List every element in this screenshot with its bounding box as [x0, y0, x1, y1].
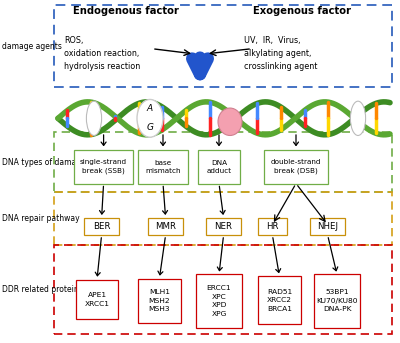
Text: DNA repair pathway: DNA repair pathway	[2, 214, 80, 223]
Text: BER: BER	[93, 222, 110, 231]
Text: NER: NER	[215, 222, 233, 231]
Bar	[258, 218, 287, 235]
Text: DDR related proteins: DDR related proteins	[2, 285, 83, 294]
Bar	[54, 245, 392, 334]
Ellipse shape	[86, 101, 102, 135]
Text: ROS,
oxidation reaction,
hydrolysis reaction: ROS, oxidation reaction, hydrolysis reac…	[64, 36, 140, 71]
Text: NHEJ: NHEJ	[317, 222, 338, 231]
Bar	[138, 150, 188, 184]
Text: MLH1
MSH2
MSH3: MLH1 MSH2 MSH3	[148, 289, 170, 312]
Bar	[54, 192, 392, 245]
Text: 53BP1
KU70/KU80
DNA-PK: 53BP1 KU70/KU80 DNA-PK	[316, 289, 358, 312]
Text: double-strand
break (DSB): double-strand break (DSB)	[271, 159, 321, 174]
Text: base
mismatch: base mismatch	[145, 159, 181, 174]
Text: HR: HR	[266, 222, 279, 231]
Bar	[76, 280, 118, 319]
Bar	[196, 274, 242, 328]
Text: single-strand
break (SSB): single-strand break (SSB)	[80, 159, 127, 174]
Bar	[54, 5, 392, 87]
Ellipse shape	[137, 99, 163, 137]
Text: ERCC1
XPC
XPD
XPG: ERCC1 XPC XPD XPG	[207, 285, 231, 317]
Text: DNA types of damage: DNA types of damage	[2, 157, 86, 167]
Text: UV,  IR,  Virus,
alkylating agent,
crosslinking agent: UV, IR, Virus, alkylating agent, crossli…	[244, 36, 317, 71]
Text: Endogenous factor: Endogenous factor	[73, 6, 179, 16]
Text: Exogenous factor: Exogenous factor	[253, 6, 351, 16]
Bar	[148, 218, 183, 235]
Bar	[54, 132, 392, 192]
Bar	[264, 150, 328, 184]
Text: MMR: MMR	[155, 222, 176, 231]
Text: damage agents: damage agents	[2, 42, 62, 51]
Bar	[314, 274, 360, 328]
Bar	[198, 150, 240, 184]
Bar	[138, 279, 181, 323]
Ellipse shape	[350, 101, 366, 135]
Bar	[84, 218, 119, 235]
Text: APE1
XRCC1: APE1 XRCC1	[84, 292, 110, 307]
Text: A: A	[147, 104, 153, 113]
Ellipse shape	[218, 108, 242, 135]
Bar	[74, 150, 133, 184]
Text: RAD51
XRCC2
BRCA1: RAD51 XRCC2 BRCA1	[267, 288, 292, 312]
Bar	[310, 218, 345, 235]
Bar	[206, 218, 241, 235]
Bar	[258, 276, 301, 324]
Text: G: G	[146, 123, 154, 132]
Text: DNA
adduct: DNA adduct	[206, 159, 232, 174]
